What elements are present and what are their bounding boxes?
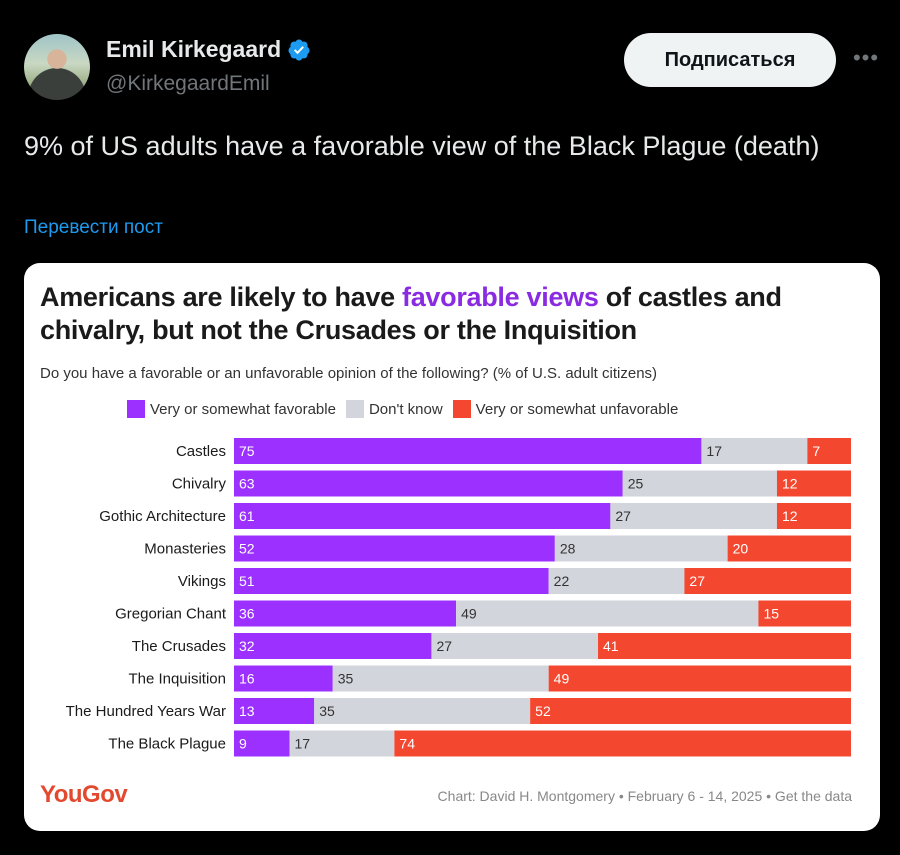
stacked-bar-chart: Castles 75 17 7 Chivalry 63 25 12 Gothic Archite… xyxy=(66,438,851,757)
value-label-unfavorable-the-hundred-years-war: 52 xyxy=(535,703,551,719)
legend-swatch-favorable xyxy=(127,400,145,418)
bar-favorable-the-inquisition xyxy=(234,665,333,692)
yougov-logo: YouGov xyxy=(40,781,128,808)
verified-badge-icon xyxy=(288,39,310,60)
bar-favorable-gothic-architecture xyxy=(234,503,611,529)
more-options-icon[interactable]: ••• xyxy=(852,45,880,70)
legend-item-dont-know: Don't know xyxy=(345,400,443,418)
value-label-dont-know-vikings: 22 xyxy=(554,573,570,589)
bar-unfavorable-the-hundred-years-war xyxy=(530,698,851,724)
chart-title-highlight: favorable views xyxy=(402,282,599,312)
category-label-monasteries: Monasteries xyxy=(144,541,226,558)
bar-dont-know-monasteries xyxy=(554,535,728,562)
bar-unfavorable-the-crusades xyxy=(598,633,851,659)
tweet-text: 9% of US adults have a favorable view of… xyxy=(24,131,820,161)
value-label-favorable-the-crusades: 32 xyxy=(239,638,255,654)
value-label-favorable-chivalry: 63 xyxy=(239,476,255,492)
value-label-unfavorable-chivalry: 12 xyxy=(782,476,798,492)
bar-dont-know-gothic-architecture xyxy=(610,503,777,529)
chart-subtitle: Do you have a favorable or an unfavorabl… xyxy=(40,365,658,382)
legend-label-favorable: Very or somewhat favorable xyxy=(150,400,336,418)
chart-title-part-1: Americans are likely to have xyxy=(40,282,402,312)
value-label-favorable-castles: 75 xyxy=(239,443,255,459)
category-label-the-crusades: The Crusades xyxy=(132,638,226,655)
avatar[interactable] xyxy=(24,34,90,100)
author-name[interactable]: Emil Kirkegaard xyxy=(106,36,311,63)
bar-unfavorable-castles xyxy=(807,438,851,464)
follow-button[interactable]: Подписаться xyxy=(624,33,836,87)
value-label-unfavorable-vikings: 27 xyxy=(689,573,705,589)
bar-unfavorable-chivalry xyxy=(776,470,851,497)
bar-dont-know-the-inquisition xyxy=(332,665,549,692)
category-label-chivalry: Chivalry xyxy=(172,476,227,493)
bar-favorable-the-black-plague xyxy=(234,730,290,757)
bar-dont-know-vikings xyxy=(548,568,685,594)
value-label-favorable-the-hundred-years-war: 13 xyxy=(239,703,255,719)
value-label-unfavorable-the-crusades: 41 xyxy=(603,638,619,654)
author-handle[interactable]: @KirkegaardEmil xyxy=(106,72,270,95)
value-label-dont-know-the-inquisition: 35 xyxy=(338,671,354,687)
bar-favorable-gregorian-chant xyxy=(234,600,457,627)
bar-unfavorable-vikings xyxy=(684,568,851,594)
bar-unfavorable-monasteries xyxy=(727,535,851,562)
value-label-unfavorable-monasteries: 20 xyxy=(733,541,749,557)
author-name-text[interactable]: Emil Kirkegaard xyxy=(106,36,282,62)
category-label-castles: Castles xyxy=(176,443,226,460)
legend-item-favorable: Very or somewhat favorable xyxy=(127,400,336,418)
bar-favorable-the-hundred-years-war xyxy=(234,698,315,724)
bar-dont-know-castles xyxy=(701,438,808,464)
category-label-the-inquisition: The Inquisition xyxy=(128,671,226,688)
bar-favorable-castles xyxy=(234,438,702,464)
bar-unfavorable-the-black-plague xyxy=(394,730,851,757)
category-label-the-black-plague: The Black Plague xyxy=(108,736,226,753)
value-label-unfavorable-castles: 7 xyxy=(812,443,820,459)
chart-legend: Very or somewhat favorable Don't know Ve… xyxy=(127,400,678,418)
value-label-unfavorable-the-inquisition: 49 xyxy=(554,671,570,687)
value-label-favorable-monasteries: 52 xyxy=(239,541,255,557)
legend-item-unfavorable: Very or somewhat unfavorable xyxy=(452,400,679,418)
bar-dont-know-the-hundred-years-war xyxy=(314,698,531,724)
bar-dont-know-gregorian-chant xyxy=(456,600,759,627)
category-label-the-hundred-years-war: The Hundred Years War xyxy=(66,703,226,720)
bar-dont-know-the-black-plague xyxy=(289,730,395,757)
chart-title-part-2: of castles and chivalry, but not the Cru… xyxy=(40,282,782,345)
value-label-favorable-the-black-plague: 9 xyxy=(239,736,247,752)
value-label-dont-know-the-hundred-years-war: 35 xyxy=(319,703,335,719)
chart-image-card[interactable]: Americans are likely to have favorable v… xyxy=(24,263,880,831)
value-label-dont-know-gothic-architecture: 27 xyxy=(615,508,631,524)
legend-swatch-dont-know xyxy=(345,400,364,418)
legend-swatch-unfavorable xyxy=(452,400,471,418)
value-label-dont-know-the-crusades: 27 xyxy=(436,638,452,654)
value-label-dont-know-monasteries: 28 xyxy=(560,541,576,557)
category-label-gregorian-chant: Gregorian Chant xyxy=(115,606,227,623)
bar-favorable-the-crusades xyxy=(234,633,432,659)
value-label-unfavorable-the-black-plague: 74 xyxy=(399,736,415,752)
bar-favorable-monasteries xyxy=(234,535,555,562)
bar-dont-know-the-crusades xyxy=(431,633,599,659)
value-label-dont-know-the-black-plague: 17 xyxy=(295,736,311,752)
bar-favorable-chivalry xyxy=(234,470,623,497)
value-label-favorable-gothic-architecture: 61 xyxy=(239,508,255,524)
chart-credit[interactable]: Chart: David H. Montgomery • February 6 … xyxy=(437,788,852,804)
value-label-favorable-gregorian-chant: 36 xyxy=(239,606,255,622)
value-label-unfavorable-gregorian-chant: 15 xyxy=(763,606,779,622)
value-label-dont-know-gregorian-chant: 49 xyxy=(461,606,477,622)
value-label-dont-know-chivalry: 25 xyxy=(628,476,644,492)
chart-title: Americans are likely to have favorable v… xyxy=(40,281,860,347)
translate-post-link[interactable]: Перевести пост xyxy=(24,217,163,238)
bar-favorable-vikings xyxy=(234,568,549,594)
legend-label-unfavorable: Very or somewhat unfavorable xyxy=(475,400,679,418)
value-label-favorable-vikings: 51 xyxy=(239,573,255,589)
value-label-unfavorable-gothic-architecture: 12 xyxy=(782,508,798,524)
bar-unfavorable-gothic-architecture xyxy=(776,503,851,529)
bar-unfavorable-gregorian-chant xyxy=(758,600,851,627)
category-label-vikings: Vikings xyxy=(178,573,226,590)
value-label-favorable-the-inquisition: 16 xyxy=(239,671,255,687)
bar-unfavorable-the-inquisition xyxy=(548,665,851,692)
category-label-gothic-architecture: Gothic Architecture xyxy=(99,508,226,525)
value-label-dont-know-castles: 17 xyxy=(706,443,722,459)
legend-label-dont-know: Don't know xyxy=(368,400,443,418)
bar-dont-know-chivalry xyxy=(622,470,777,497)
